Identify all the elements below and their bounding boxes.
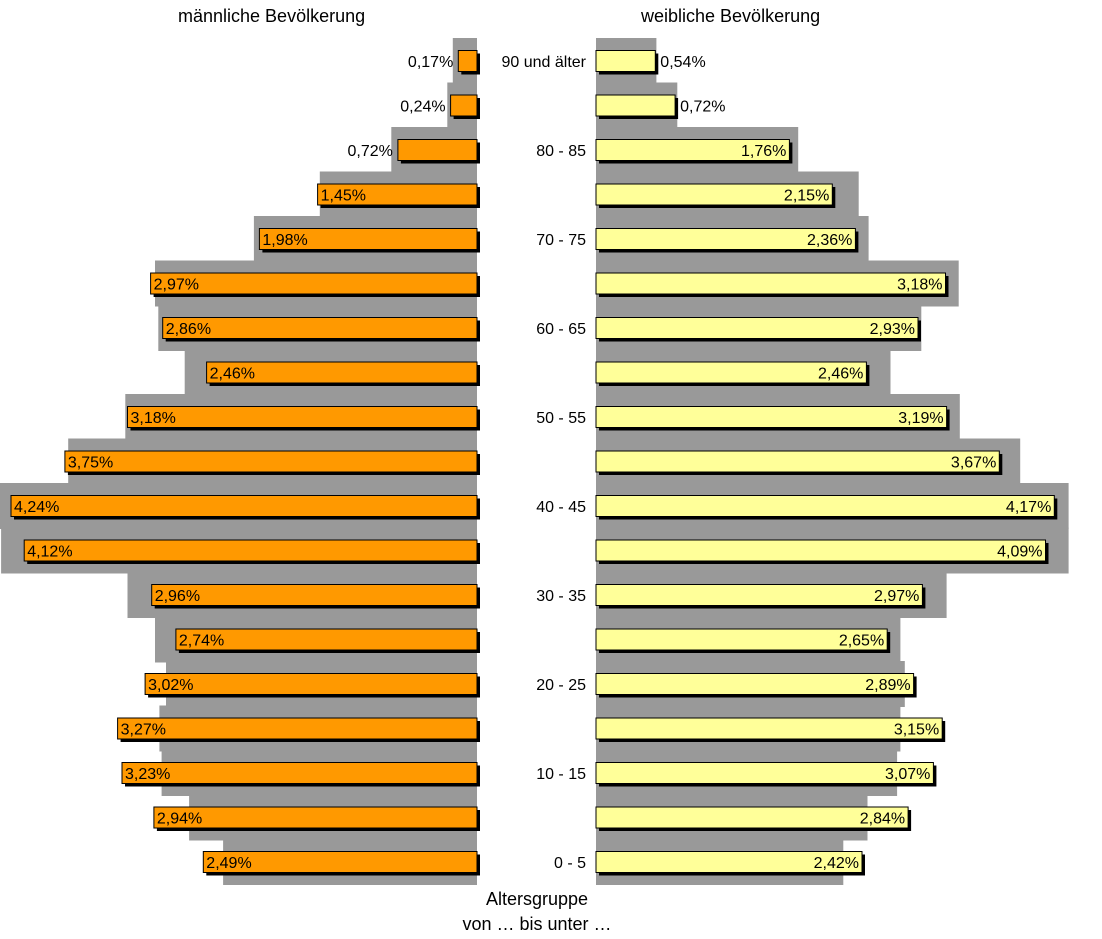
age-group-axis-subtitle: von … bis unter … (462, 914, 612, 934)
male-value-label: 0,24% (400, 99, 445, 116)
male-value-label: 3,02% (148, 677, 193, 694)
female-bar (595, 450, 1000, 473)
male-value-label: 2,94% (157, 811, 202, 828)
male-bar (258, 228, 478, 250)
male-bar (206, 361, 478, 384)
female-value-label: 2,89% (865, 677, 910, 694)
age-group-label: 0 - 5 (554, 855, 586, 872)
female-bar (595, 50, 656, 72)
female-value-label: 1,76% (741, 143, 786, 160)
age-group-label: 10 - 15 (536, 766, 586, 783)
male-bar (397, 139, 478, 161)
age-group-label: 20 - 25 (536, 677, 586, 694)
male-bar (64, 450, 478, 473)
female-value-label: 2,36% (807, 232, 852, 249)
male-bar (10, 495, 478, 517)
male-population-title: männliche Bevölkerung (178, 6, 366, 26)
female-value-label: 3,67% (951, 455, 996, 472)
female-bar (595, 628, 888, 651)
female-value-label: 3,19% (898, 410, 943, 427)
age-group-label: 50 - 55 (536, 410, 586, 427)
male-bar (175, 628, 478, 651)
age-group-label: 80 - 85 (536, 143, 586, 160)
age-group-label: 60 - 65 (536, 321, 586, 338)
female-bar (595, 272, 946, 295)
male-bar (317, 183, 478, 206)
population-bars (10, 50, 1058, 876)
male-value-label: 0,17% (408, 54, 453, 71)
female-value-label: 0,72% (680, 99, 725, 116)
female-value-label: 2,65% (839, 633, 884, 650)
age-group-axis-title: Altersgruppe (485, 889, 589, 909)
female-bar (595, 94, 676, 117)
female-bar (595, 673, 915, 695)
female-bar (595, 139, 790, 161)
male-value-label: 2,49% (206, 855, 251, 872)
female-bar (595, 361, 867, 384)
male-value-label: 2,97% (154, 277, 199, 294)
female-bar (595, 539, 1046, 562)
male-bar (450, 94, 478, 117)
female-bar (595, 584, 923, 606)
female-bar (595, 762, 934, 784)
female-bar (595, 406, 948, 428)
female-value-label: 2,97% (874, 588, 919, 605)
female-value-label: 2,15% (784, 188, 829, 205)
male-bar (127, 406, 478, 428)
male-bar (457, 50, 478, 72)
female-bar (595, 851, 863, 873)
female-value-label: 4,17% (1006, 499, 1051, 516)
age-group-label: 40 - 45 (536, 499, 586, 516)
female-bar (595, 317, 919, 339)
male-value-label: 3,18% (131, 410, 176, 427)
male-bar (153, 806, 478, 829)
male-bar (117, 717, 478, 740)
female-value-label: 4,09% (997, 544, 1042, 561)
female-value-label: 3,07% (885, 766, 930, 783)
female-bar (595, 228, 856, 250)
female-value-label: 2,84% (860, 811, 905, 828)
male-value-label: 4,12% (27, 544, 72, 561)
male-value-label: 2,86% (166, 321, 211, 338)
male-bar (121, 762, 478, 784)
female-value-label: 3,18% (897, 277, 942, 294)
male-value-label: 2,46% (210, 366, 255, 383)
female-value-label: 0,54% (660, 54, 705, 71)
male-bar (150, 272, 478, 295)
female-value-label: 3,15% (894, 722, 939, 739)
age-group-label: 30 - 35 (536, 588, 586, 605)
female-bar (595, 183, 833, 206)
female-bar (595, 495, 1055, 517)
female-bar (595, 806, 909, 829)
female-value-label: 2,46% (818, 366, 863, 383)
male-value-label: 2,96% (155, 588, 200, 605)
female-population-title: weibliche Bevölkerung (641, 6, 821, 26)
female-value-label: 2,93% (870, 321, 915, 338)
male-value-label: 4,24% (14, 499, 59, 516)
male-value-label: 0,72% (348, 143, 393, 160)
female-value-label: 2,42% (814, 855, 859, 872)
male-bar (202, 851, 478, 873)
male-value-label: 3,23% (125, 766, 170, 783)
male-bar (23, 539, 478, 562)
age-group-label: 90 und älter (501, 54, 586, 71)
bar-labels: 0,17% 0,54% 90 und älter 0,24% 0,72% 0,72% 1,7… (14, 54, 1051, 872)
male-bar (151, 584, 478, 606)
age-group-label: 70 - 75 (536, 232, 586, 249)
male-value-label: 1,98% (262, 232, 307, 249)
male-value-label: 1,45% (321, 188, 366, 205)
male-value-label: 3,75% (68, 455, 113, 472)
female-bar (595, 717, 943, 740)
male-bar (144, 673, 478, 695)
male-value-label: 2,74% (179, 633, 224, 650)
male-value-label: 3,27% (121, 722, 166, 739)
male-bar (162, 317, 478, 339)
